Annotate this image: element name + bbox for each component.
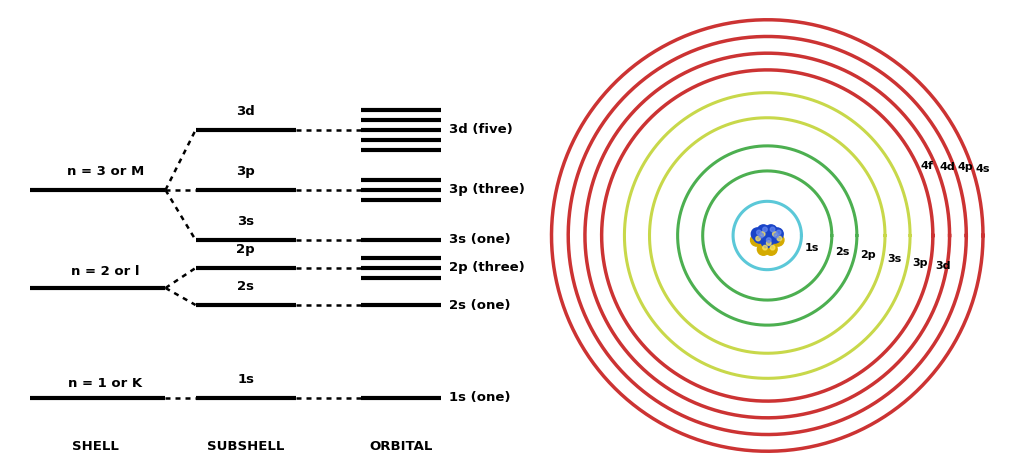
Circle shape [771, 228, 784, 240]
Circle shape [761, 236, 773, 248]
Circle shape [776, 230, 781, 235]
Text: 3d: 3d [236, 105, 255, 118]
Text: 3d (five): 3d (five) [449, 123, 514, 137]
Text: 3d: 3d [935, 261, 950, 271]
Circle shape [757, 230, 761, 235]
Text: 4f: 4f [921, 161, 933, 171]
Text: n = 3 or M: n = 3 or M [66, 165, 144, 178]
Circle shape [751, 228, 763, 240]
Text: 3s (one): 3s (one) [449, 234, 510, 246]
Text: 4d: 4d [939, 162, 955, 172]
Text: 2p: 2p [236, 243, 255, 256]
Text: SHELL: SHELL [72, 440, 119, 453]
Circle shape [757, 225, 769, 237]
Text: 2s (one): 2s (one) [449, 299, 510, 311]
Circle shape [756, 236, 760, 241]
Text: 4s: 4s [976, 164, 990, 174]
Text: 1s: 1s [237, 373, 255, 386]
Text: n = 2 or l: n = 2 or l [71, 265, 139, 278]
Text: 2p: 2p [859, 250, 876, 260]
Circle shape [768, 231, 781, 243]
Circle shape [763, 227, 767, 232]
Circle shape [755, 229, 767, 242]
Text: n = 1 or K: n = 1 or K [69, 377, 142, 390]
Circle shape [763, 245, 767, 250]
Circle shape [757, 243, 769, 255]
Text: 2s: 2s [237, 280, 255, 293]
Circle shape [765, 243, 777, 255]
Text: ORBITAL: ORBITAL [369, 440, 433, 453]
Circle shape [771, 234, 784, 246]
Circle shape [767, 229, 780, 242]
Text: 3p: 3p [913, 258, 928, 268]
Text: 3p (three): 3p (three) [449, 184, 525, 196]
Circle shape [751, 234, 763, 246]
Circle shape [770, 245, 774, 250]
Circle shape [754, 231, 766, 243]
Circle shape [774, 233, 779, 238]
Text: 3s: 3s [888, 254, 902, 264]
Circle shape [770, 227, 774, 232]
Circle shape [760, 232, 765, 236]
Circle shape [772, 232, 777, 236]
Circle shape [759, 233, 763, 238]
Text: 1s (one): 1s (one) [449, 391, 510, 405]
Text: SUBSHELL: SUBSHELL [207, 440, 284, 453]
Circle shape [761, 238, 773, 251]
Circle shape [765, 225, 777, 237]
Text: 3s: 3s [237, 215, 255, 228]
Text: 1s: 1s [805, 243, 819, 252]
Text: 2s: 2s [835, 247, 849, 257]
Circle shape [777, 236, 782, 241]
Circle shape [766, 241, 771, 245]
Text: 2p (three): 2p (three) [449, 261, 525, 275]
Text: 3p: 3p [236, 165, 255, 178]
Text: 4p: 4p [958, 162, 973, 172]
Circle shape [766, 238, 771, 243]
